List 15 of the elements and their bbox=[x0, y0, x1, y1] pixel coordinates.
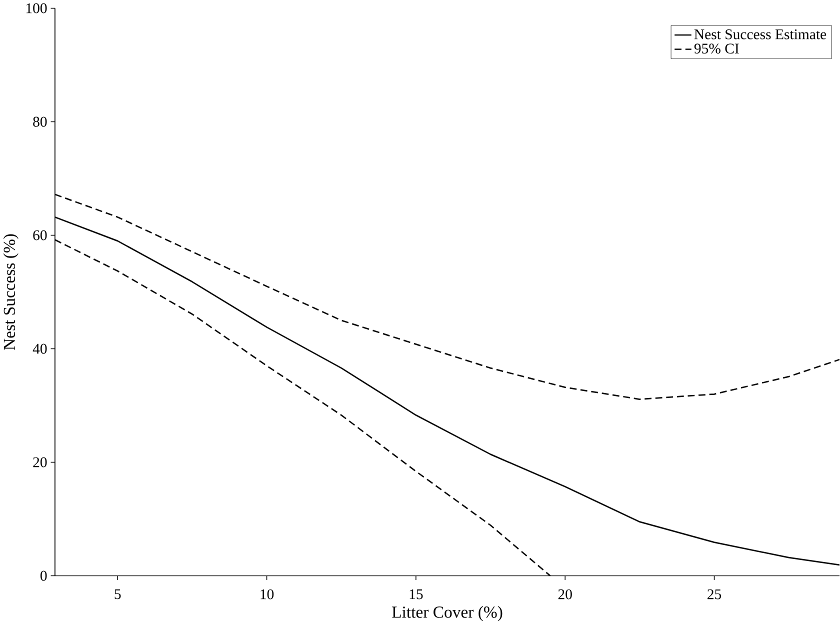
x-tick-label: 15 bbox=[410, 589, 423, 599]
legend-label: Nest Success Estimate bbox=[694, 29, 826, 40]
x-axis-title: Litter Cover (%) bbox=[392, 606, 502, 621]
y-tick-label: 100 bbox=[26, 3, 47, 13]
x-tick-label: 25 bbox=[708, 589, 722, 600]
y-tick-label: 40 bbox=[32, 344, 47, 354]
y-tick-label: 60 bbox=[33, 230, 47, 240]
y-tick-label: 20 bbox=[33, 457, 47, 468]
y-axis-title: Nest Success (%) bbox=[3, 234, 18, 350]
x-tick-label: 10 bbox=[260, 589, 274, 600]
legend-label: 95% CI bbox=[694, 43, 739, 54]
x-tick-label: 5 bbox=[114, 589, 121, 599]
y-tick-label: 80 bbox=[33, 116, 47, 126]
y-tick-label: 0 bbox=[40, 570, 47, 581]
x-tick-label: 20 bbox=[558, 589, 572, 600]
